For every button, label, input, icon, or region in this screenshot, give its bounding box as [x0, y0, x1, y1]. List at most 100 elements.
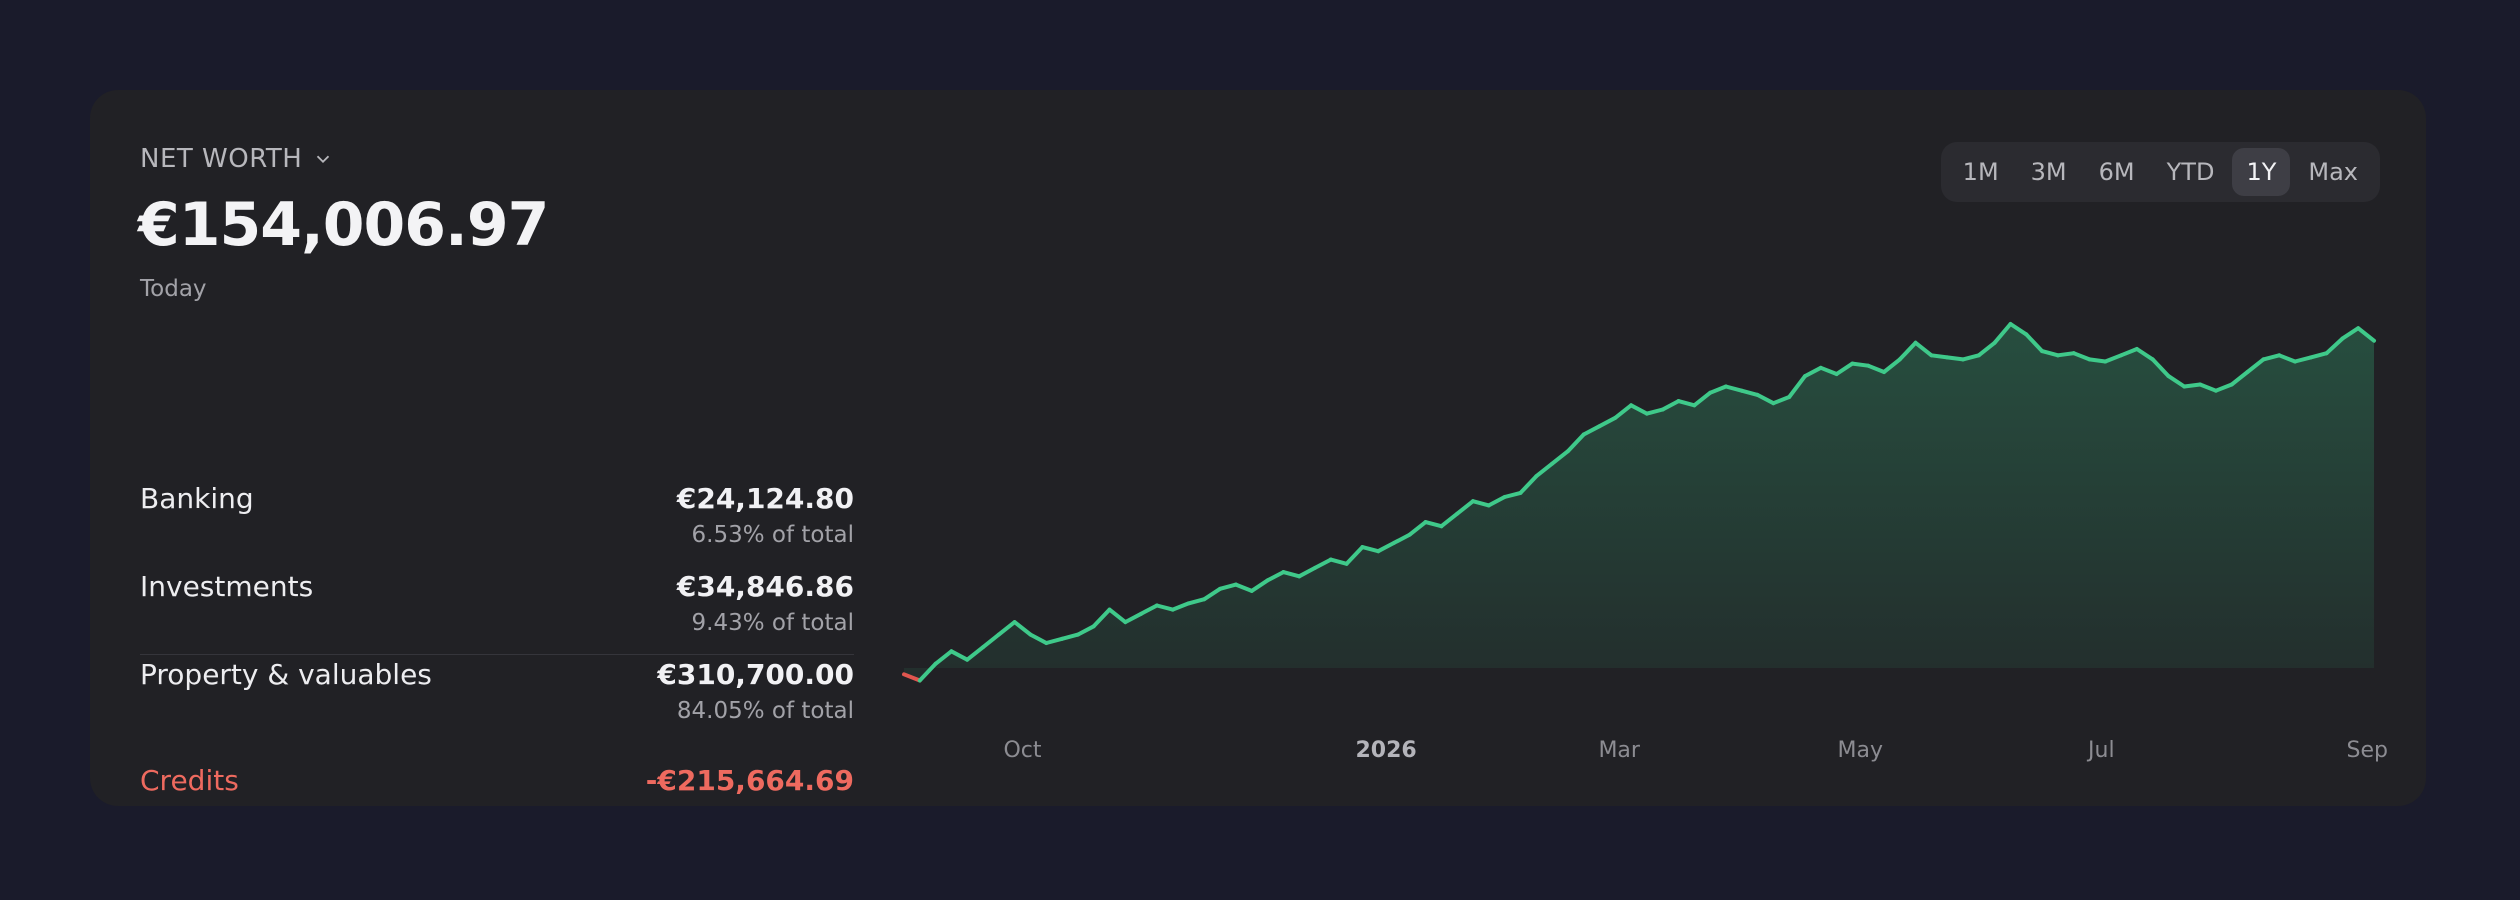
series-line-segment [1486, 495, 1507, 508]
series-line-segment [933, 649, 954, 666]
data-point [1598, 424, 1602, 428]
series-line-segment [981, 632, 1001, 650]
data-point [1155, 604, 1159, 608]
data-point [2340, 337, 2344, 341]
x-axis-ticks: Oct 2026 Mar May Jul Sep [1003, 738, 2388, 763]
series-line-segment [1518, 474, 1539, 495]
data-point [2372, 339, 2376, 343]
series-line-segment [1313, 557, 1333, 570]
data-point [2009, 322, 2013, 326]
chart-area-fill [904, 324, 2374, 681]
series-line-segment [1644, 407, 1665, 416]
series-line-segment [1328, 557, 1349, 566]
series-line-segment [1739, 388, 1760, 397]
data-point [1566, 449, 1570, 453]
row-amount: €34,846.86 [676, 570, 854, 603]
series-line-segment [1929, 353, 1950, 360]
series-line-segment [2261, 353, 2282, 362]
series-line-segment [996, 620, 1017, 637]
data-point [1187, 601, 1191, 605]
series-line-segment [1392, 532, 1412, 545]
data-point [1360, 545, 1364, 549]
series-line-segment [1771, 395, 1792, 406]
range-6m-button[interactable]: 6M [2098, 158, 2135, 186]
data-point [1123, 620, 1127, 624]
series-line-segment [2103, 353, 2124, 364]
data-point [1977, 353, 1981, 357]
data-point [2119, 353, 2123, 357]
series-line-segment [1028, 632, 1049, 645]
row-share: 9.43% of total [691, 610, 854, 636]
data-point [1756, 393, 1760, 397]
range-1y-button[interactable]: 1Y [2232, 148, 2291, 196]
series-line-segment [1818, 365, 1839, 376]
series-line-segment [2182, 382, 2203, 389]
range-max-button[interactable]: Max [2308, 158, 2358, 186]
series-line-segment [2008, 322, 2029, 337]
x-tick-label: Jul [2086, 738, 2115, 763]
data-point [2277, 353, 2281, 357]
data-point [2293, 360, 2297, 364]
data-point [1787, 395, 1791, 399]
data-point [1408, 533, 1412, 537]
data-point [1945, 355, 1949, 359]
data-point [1202, 597, 1206, 601]
data-point [1487, 503, 1491, 507]
series-line-segment [2277, 353, 2297, 364]
data-point [2356, 326, 2360, 330]
data-point [2230, 383, 2234, 387]
range-ytd-button[interactable]: YTD [2166, 158, 2215, 186]
data-point [1313, 566, 1317, 570]
series-line-segment [917, 661, 938, 683]
series-line-segment [2040, 349, 2060, 358]
series-line-segment [1692, 390, 1713, 408]
data-point [1929, 353, 1933, 357]
data-point [1345, 562, 1349, 566]
data-point [1850, 362, 1854, 366]
series-line-segment [2229, 370, 2250, 387]
series-line-segment [2071, 351, 2092, 362]
data-point [2056, 353, 2060, 357]
series-line-segment [1534, 461, 1555, 479]
data-point [1503, 495, 1507, 499]
range-1m-button[interactable]: 1M [1962, 158, 1999, 186]
range-3m-button[interactable]: 3M [2030, 158, 2067, 186]
series-line-segment [1502, 490, 1523, 499]
series-line-segment [1360, 545, 1381, 554]
net-worth-title: NET WORTH [140, 144, 303, 174]
data-point [1677, 399, 1681, 403]
series-line-segment [1107, 607, 1128, 625]
data-point [1076, 633, 1080, 637]
series-line-segment [902, 672, 922, 683]
time-range-selector: 1M 3M 6M YTD 1Y Max [1940, 142, 2380, 202]
series-line-segment [1249, 578, 1270, 593]
series-line-segment [965, 645, 985, 662]
series-line-segment [1850, 361, 1871, 368]
x-tick-label: Sep [2347, 738, 2388, 763]
x-tick-label: Oct [1003, 738, 1041, 763]
data-point [1044, 641, 1048, 645]
data-point [1519, 491, 1523, 495]
series-line-segment [1075, 624, 1096, 637]
data-point [1297, 574, 1301, 578]
series-line-segment [1629, 403, 1649, 416]
series-line-segment [1186, 597, 1207, 606]
data-point [1819, 366, 1823, 370]
data-point [1218, 587, 1222, 591]
series-line-segment [1961, 353, 1981, 362]
series-line-segment [1344, 545, 1365, 566]
net-worth-dropdown[interactable]: NET WORTH [140, 144, 334, 174]
series-line-segment [2150, 357, 2171, 379]
data-point [1645, 412, 1649, 416]
series-line-segment [1376, 540, 1396, 554]
data-point [1835, 372, 1839, 376]
data-point [2072, 351, 2076, 355]
row-share: 6.53% of total [691, 522, 854, 548]
data-point [1613, 416, 1617, 420]
series-line-segment [1091, 607, 1112, 629]
series-line-segment [1882, 357, 1902, 374]
data-point [1898, 357, 1902, 361]
series-line-segment [1550, 449, 1570, 466]
area-fill [904, 324, 2374, 681]
data-point [1582, 433, 1586, 437]
